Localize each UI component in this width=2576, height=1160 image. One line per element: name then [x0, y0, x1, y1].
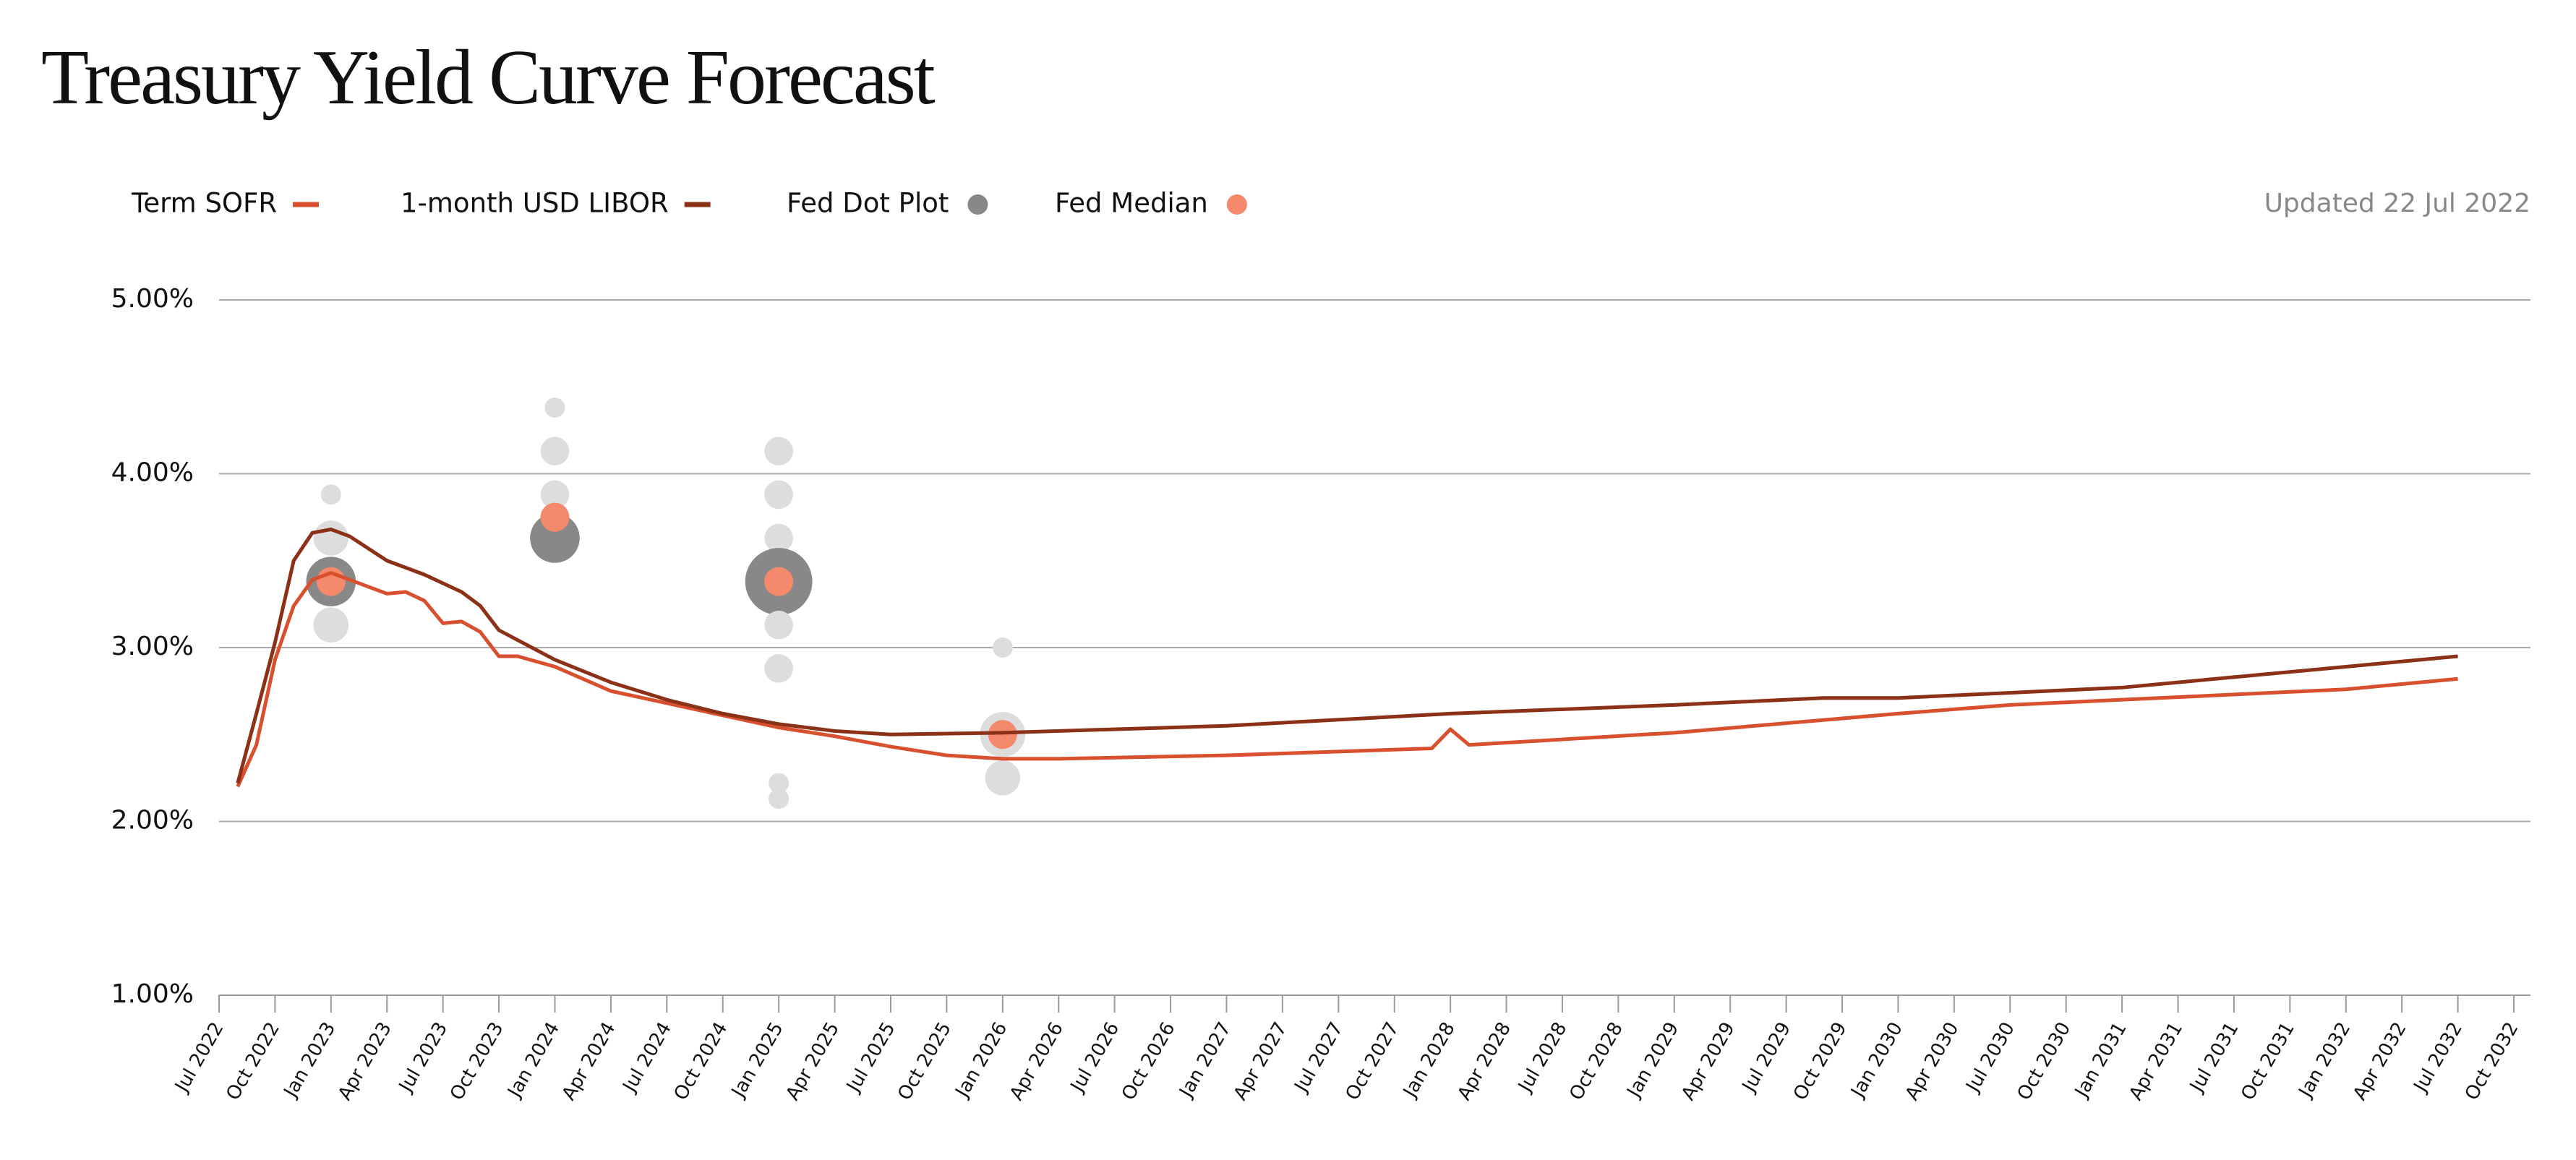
x-tick-label: Apr 2029: [1677, 1018, 1740, 1104]
dot-plot-bubble: [985, 760, 1021, 796]
y-tick-label: 3.00%: [111, 632, 194, 661]
x-tick-label: Apr 2025: [782, 1018, 844, 1104]
series-line: [236, 527, 2458, 784]
x-tick-label: Apr 2026: [1006, 1018, 1068, 1104]
x-tick-label: Jan 2027: [1175, 1018, 1236, 1102]
y-tick-label: 2.00%: [111, 806, 194, 835]
x-tick-label: Oct 2023: [446, 1018, 508, 1104]
x-tick-label: Oct 2029: [1789, 1018, 1852, 1104]
x-tick-label: Jan 2025: [727, 1018, 787, 1102]
x-tick-label: Oct 2032: [2461, 1018, 2523, 1104]
x-tick-label: Jan 2032: [2294, 1018, 2355, 1102]
dot-plot-bubble: [764, 654, 793, 683]
legend-label: 1-month USD LIBOR: [401, 188, 669, 219]
x-tick-label: Jan 2031: [2070, 1018, 2131, 1102]
dot-plot-bubble: [764, 523, 793, 553]
x-tick-label: Apr 2032: [2349, 1018, 2411, 1104]
x-tick-label: Oct 2028: [1565, 1018, 1627, 1104]
series-line: [236, 571, 2458, 788]
x-tick-label: Jan 2023: [279, 1018, 340, 1102]
x-tick-label: Oct 2031: [2237, 1018, 2299, 1104]
dot-plot-bubble: [764, 437, 793, 466]
x-tick-label: Jan 2024: [503, 1018, 564, 1102]
x-tick-label: Jul 2026: [1066, 1018, 1124, 1096]
dot-plot-bubble: [320, 484, 341, 505]
x-tick-label: Apr 2031: [2125, 1018, 2187, 1104]
x-tick-label: Jul 2032: [2409, 1018, 2467, 1096]
x-tick-label: Jul 2022: [171, 1018, 228, 1096]
x-tick-label: Jul 2025: [842, 1018, 900, 1096]
x-tick-label: Oct 2022: [222, 1018, 284, 1104]
x-tick-label: Oct 2027: [1342, 1018, 1404, 1104]
x-tick-label: Jan 2028: [1398, 1018, 1459, 1102]
x-tick-label: Oct 2024: [670, 1018, 732, 1104]
x-tick-label: Oct 2025: [894, 1018, 956, 1104]
y-tick-label: 5.00%: [111, 284, 194, 314]
x-tick-label: Jul 2023: [394, 1018, 452, 1096]
x-tick-label: Apr 2024: [558, 1018, 620, 1104]
x-tick-label: Apr 2028: [1453, 1018, 1515, 1104]
dot-plot-bubble: [764, 610, 793, 640]
x-tick-label: Jul 2031: [2186, 1018, 2243, 1096]
x-tick-label: Apr 2027: [1230, 1018, 1292, 1104]
legend-swatch: [1226, 194, 1247, 215]
x-tick-label: Apr 2030: [1901, 1018, 1964, 1104]
legend-label: Fed Dot Plot: [787, 188, 949, 219]
x-tick-label: Jan 2030: [1847, 1018, 1907, 1102]
dot-plot-bubble: [769, 789, 790, 809]
dot-plot-bubble: [992, 637, 1013, 658]
median-dot: [764, 567, 794, 596]
x-tick-label: Jan 2026: [951, 1018, 1011, 1102]
update-note: Updated 22 Jul 2022: [2264, 189, 2530, 218]
x-tick-label: Jul 2030: [1961, 1018, 2019, 1096]
x-tick-label: Oct 2030: [2014, 1018, 2076, 1104]
dot-plot-bubble: [313, 520, 349, 556]
dot-plot-bubble: [769, 773, 790, 794]
x-tick-label: Oct 2026: [1118, 1018, 1180, 1104]
x-tick-label: Apr 2023: [334, 1018, 396, 1104]
legend-label: Fed Median: [1055, 188, 1208, 219]
legend-label: Term SOFR: [131, 188, 277, 219]
dot-plot-bubble: [530, 513, 580, 563]
x-tick-label: Jul 2029: [1737, 1018, 1795, 1096]
x-tick-label: Jul 2024: [618, 1018, 676, 1096]
dot-plot-bubble: [540, 480, 570, 510]
median-dot: [540, 502, 570, 532]
legend-swatch: [967, 194, 988, 215]
y-tick-label: 4.00%: [111, 458, 194, 488]
dot-plot-bubble: [540, 437, 570, 466]
chart-title: Treasury Yield Curve Forecast: [41, 35, 936, 121]
x-tick-label: Jul 2028: [1514, 1018, 1572, 1096]
x-tick-label: Jul 2027: [1290, 1018, 1348, 1096]
dot-plot-bubble: [764, 480, 793, 510]
dot-plot-bubble: [313, 607, 349, 643]
x-tick-label: Jan 2029: [1622, 1018, 1683, 1102]
y-tick-label: 1.00%: [111, 979, 194, 1009]
dot-plot-bubble: [544, 398, 565, 418]
